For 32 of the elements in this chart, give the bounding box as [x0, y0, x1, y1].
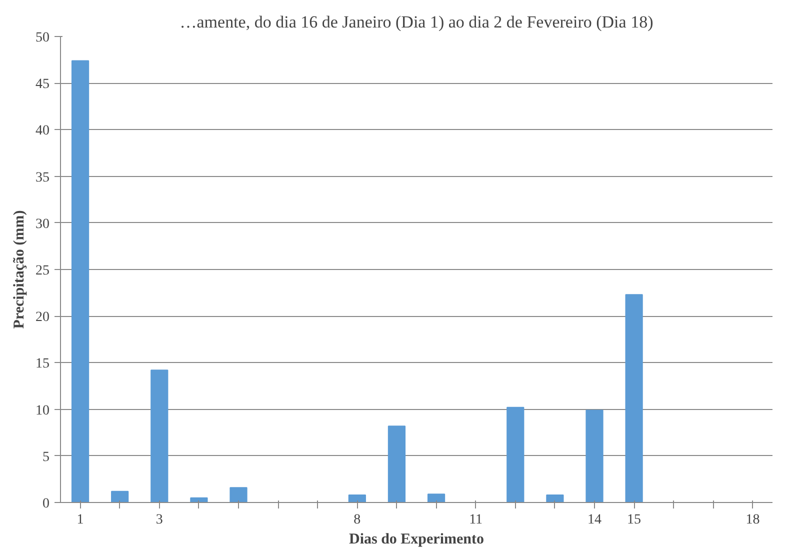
y-tick-label: 0	[42, 496, 50, 512]
y-tick-label: 50	[36, 30, 50, 46]
y-tick-label: 30	[36, 216, 50, 232]
x-tick-label: 11	[469, 512, 483, 528]
y-axis-title: Precipitação (mm)	[12, 210, 28, 329]
y-tick-label: 10	[36, 403, 50, 418]
bar	[71, 60, 90, 502]
x-tick-label: 3	[156, 512, 163, 528]
bar	[388, 426, 406, 502]
y-tick-label: 40	[36, 124, 50, 139]
y-tick-label: 25	[36, 264, 50, 278]
x-tick-label: 14	[588, 512, 602, 528]
x-tick-label: 1	[76, 512, 84, 528]
bar	[506, 406, 524, 502]
bar	[586, 410, 604, 502]
y-tick-label: 45	[36, 77, 50, 92]
bar	[427, 494, 446, 502]
x-axis-title: Dias do Experimento	[349, 532, 484, 548]
x-tick-label: 18	[746, 512, 760, 528]
y-tick-label: 35	[36, 170, 50, 186]
x-tick-label: 8	[354, 512, 361, 528]
bar	[111, 490, 129, 502]
bar	[150, 370, 168, 502]
chart-title: …amente, do dia 16 de Janeiro (Dia 1) ao dia 2 de Fevereiro (Dia 18)	[180, 12, 654, 32]
bar	[230, 487, 248, 502]
bar	[546, 494, 564, 502]
x-tick-label: 15	[627, 512, 642, 528]
y-tick-label: 5	[42, 450, 50, 465]
bar	[625, 294, 643, 502]
y-tick-label: 20	[36, 310, 50, 326]
bar	[348, 494, 366, 502]
y-tick-label: 15	[36, 356, 50, 372]
